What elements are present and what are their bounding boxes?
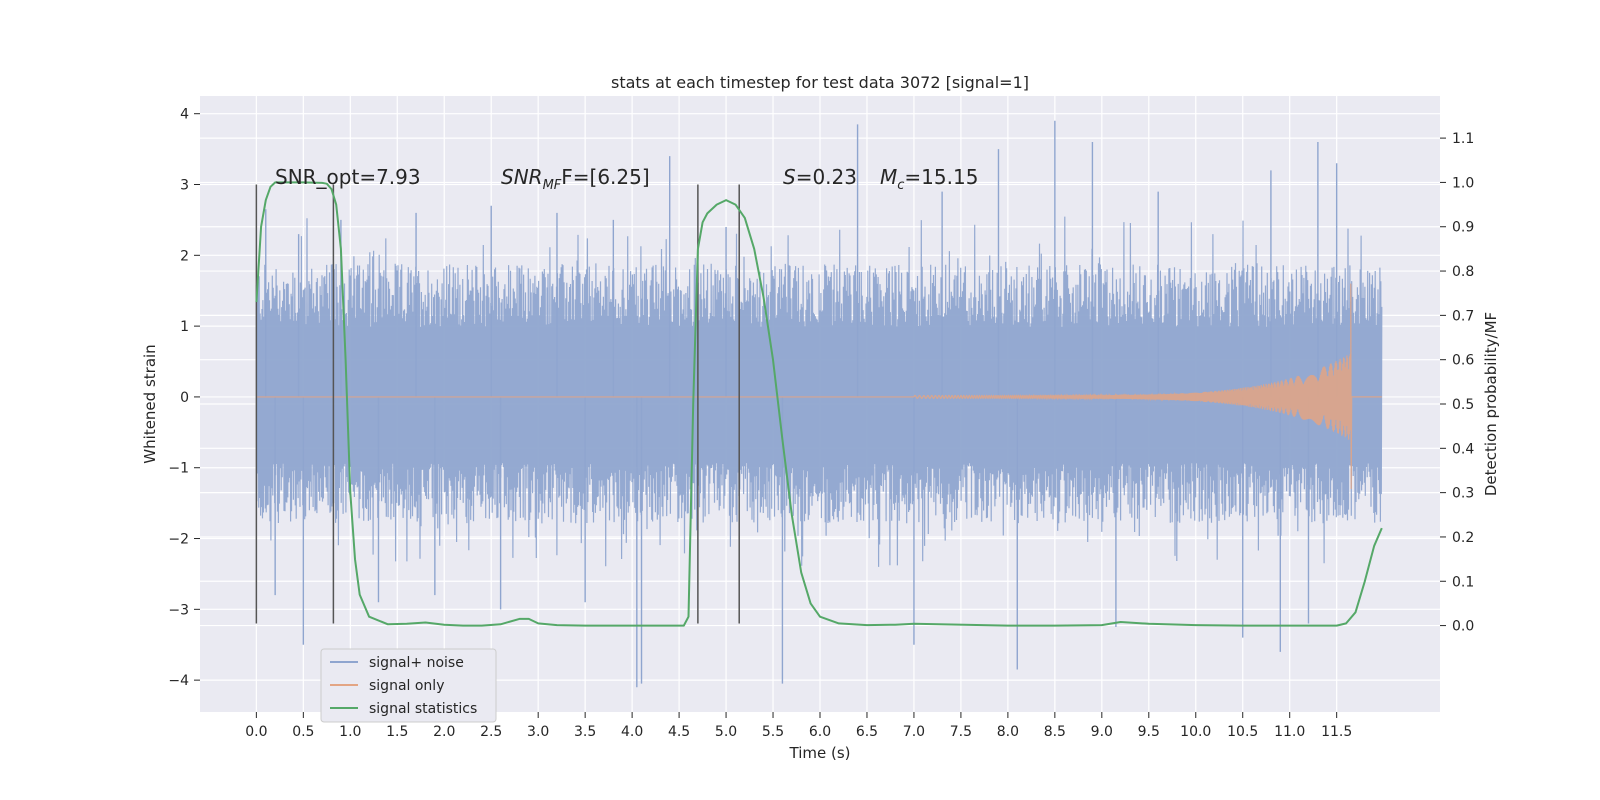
- annotation-snr-opt: SNR_opt=7.93: [275, 165, 421, 189]
- statistics-trace: [255, 181, 1383, 627]
- y-tick-label: 2: [180, 248, 189, 264]
- y2-tick-label: 0.2: [1452, 530, 1474, 546]
- chart-title: stats at each timestep for test data 307…: [611, 73, 1029, 92]
- x-tick-label: 5.5: [762, 724, 784, 740]
- y-tick-label: 4: [180, 107, 189, 123]
- y-tick-label: −4: [168, 673, 189, 689]
- x-tick-label: 4.5: [668, 724, 690, 740]
- x-tick-label: 6.5: [856, 724, 878, 740]
- x-tick-label: 4.0: [621, 724, 643, 740]
- y-axis-label: Whitened strain: [141, 344, 159, 463]
- x-tick-label: 7.5: [950, 724, 972, 740]
- x-tick-label: 9.5: [1138, 724, 1160, 740]
- y2-axis-label: Detection probability/MF: [1482, 312, 1500, 496]
- y2-tick-label: 1.0: [1452, 175, 1474, 191]
- y2-tick-label: 1.1: [1452, 131, 1474, 147]
- x-tick-label: 7.0: [903, 724, 925, 740]
- y2-tick-label: 0.6: [1452, 353, 1474, 369]
- annotation-mc: Mc=15.15: [880, 165, 978, 193]
- x-tick-label: 2.5: [480, 724, 502, 740]
- x-tick-label: 9.0: [1091, 724, 1113, 740]
- signal-trace: [256, 283, 1382, 490]
- x-tick-label: 10.5: [1227, 724, 1258, 740]
- x-tick-label: 11.5: [1321, 724, 1352, 740]
- legend-frame: [320, 648, 497, 723]
- y-tick-label: −1: [168, 461, 189, 477]
- x-tick-label: 8.0: [997, 724, 1019, 740]
- noise-trace: [255, 216, 1383, 567]
- axis-ticks: 0.0 0.5 1.0 1.5 2.0 2.5 3.0 3.5 4.0 4.5 5.0 5.5 6.0 6…: [168, 107, 1474, 740]
- annotation-s: S=0.23: [783, 165, 857, 189]
- x-tick-label: 5.0: [715, 724, 737, 740]
- annotation-mc-sub: c: [897, 178, 904, 193]
- series-signal-noise: [255, 120, 1383, 688]
- x-tick-label: 1.5: [386, 724, 408, 740]
- series-signal-only: [256, 283, 1382, 490]
- annotation-mc-main: M: [880, 165, 897, 189]
- y2-tick-label: 0.1: [1452, 574, 1474, 590]
- x-axis-label: Time (s): [789, 744, 851, 762]
- legend-label-signal-only: signal only: [369, 678, 444, 694]
- y-tick-label: −2: [168, 532, 189, 548]
- x-tick-label: 0.0: [245, 724, 267, 740]
- y2-tick-label: 0.0: [1452, 619, 1474, 635]
- x-tick-label: 0.5: [292, 724, 314, 740]
- x-tick-label: 3.5: [574, 724, 596, 740]
- y2-tick-label: 0.4: [1452, 441, 1474, 457]
- annotation-snr-mf-sub: MF: [543, 178, 562, 193]
- x-tick-label: 11.0: [1274, 724, 1305, 740]
- y-tick-label: 1: [180, 319, 189, 335]
- x-tick-label: 1.0: [339, 724, 361, 740]
- y2-tick-label: 0.3: [1452, 486, 1474, 502]
- x-tick-label: 10.0: [1180, 724, 1211, 740]
- annotation-snr-mf-main: SNR: [501, 165, 543, 189]
- legend: signal+ noise signal only signal statist…: [320, 648, 497, 723]
- annotation-mc-rest: =15.15: [904, 165, 978, 189]
- x-tick-label: 3.0: [527, 724, 549, 740]
- annotation-snr-mf: SNRMFF=[6.25]: [501, 165, 650, 193]
- x-tick-label: 2.0: [433, 724, 455, 740]
- vertical-markers: [255, 184, 740, 624]
- y-tick-label: 3: [180, 178, 189, 194]
- legend-label-signal-noise: signal+ noise: [369, 655, 464, 671]
- annotation-s-rest: =0.23: [796, 165, 857, 189]
- annotation-s-main: S: [783, 165, 796, 189]
- x-tick-label: 8.5: [1044, 724, 1066, 740]
- legend-label-signal-statistics: signal statistics: [369, 701, 477, 717]
- x-tick-label: 6.0: [809, 724, 831, 740]
- y2-tick-label: 0.8: [1452, 264, 1474, 280]
- series-signal-statistics: [255, 181, 1383, 627]
- y2-tick-label: 0.9: [1452, 220, 1474, 236]
- y2-tick-label: 0.7: [1452, 308, 1474, 324]
- y-tick-label: −3: [168, 602, 189, 618]
- y-tick-label: 0: [180, 390, 189, 406]
- annotation-snr-mf-rest: F=[6.25]: [561, 165, 649, 189]
- y2-tick-label: 0.5: [1452, 397, 1474, 413]
